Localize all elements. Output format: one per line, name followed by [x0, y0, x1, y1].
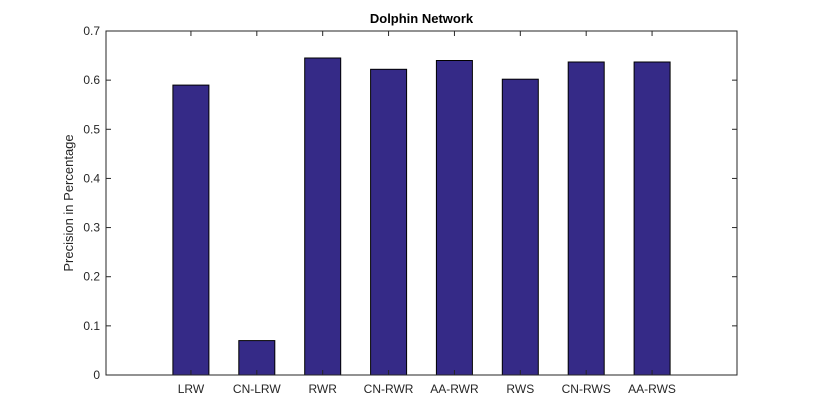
bar-aa-rws — [633, 61, 671, 376]
y-tick-label: 0.6 — [83, 73, 100, 87]
x-tick-label: CN-LRW — [233, 382, 281, 396]
plot-background — [106, 31, 737, 375]
bars — [172, 57, 671, 376]
y-tick-label: 0.7 — [83, 24, 100, 38]
bar-rwr — [304, 57, 342, 376]
y-tick-label: 0.3 — [83, 221, 100, 235]
y-tick-label: 0.1 — [83, 319, 100, 333]
chart-title: Dolphin Network — [370, 11, 474, 26]
bar-lrw — [172, 84, 210, 376]
bar-cn-lrw — [238, 340, 276, 376]
y-tick-label: 0.2 — [83, 270, 100, 284]
bar-aa-rwr — [435, 60, 473, 376]
y-tick-label: 0 — [93, 368, 100, 382]
x-tick-label: RWR — [308, 382, 337, 396]
y-tick-label: 0.5 — [83, 122, 100, 136]
x-tick-label: AA-RWS — [628, 382, 676, 396]
x-tick-label: RWS — [506, 382, 534, 396]
bar-cn-rws — [567, 61, 605, 376]
plot-frame — [105, 30, 738, 376]
x-tick-label: CN-RWR — [364, 382, 414, 396]
x-tick-label: CN-RWS — [562, 382, 611, 396]
y-axis-label: Precision in Percentage — [61, 134, 76, 271]
x-tick-label: LRW — [178, 382, 205, 396]
bar-cn-rwr — [370, 68, 408, 376]
x-tick-label: AA-RWR — [430, 382, 479, 396]
x-axis-ticks: LRW CN-LRW RWR CN-RWR AA-RWR RWS CN-RWS AA-RWS — [178, 31, 676, 396]
y-tick-label: 0.4 — [83, 171, 100, 185]
bar-rws — [501, 78, 539, 376]
